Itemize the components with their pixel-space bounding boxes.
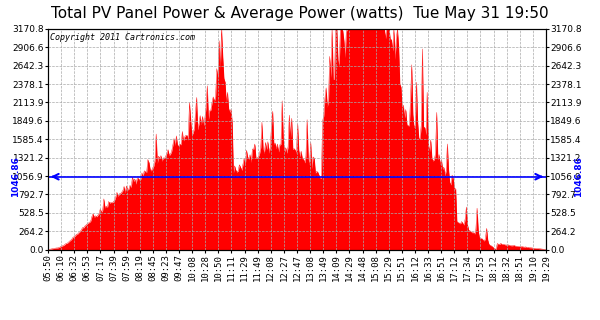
Text: Total PV Panel Power & Average Power (watts)  Tue May 31 19:50: Total PV Panel Power & Average Power (wa…: [51, 6, 549, 21]
Text: 1046.86: 1046.86: [11, 156, 20, 197]
Text: 1046.86: 1046.86: [574, 156, 583, 197]
Text: Copyright 2011 Cartronics.com: Copyright 2011 Cartronics.com: [50, 33, 196, 42]
